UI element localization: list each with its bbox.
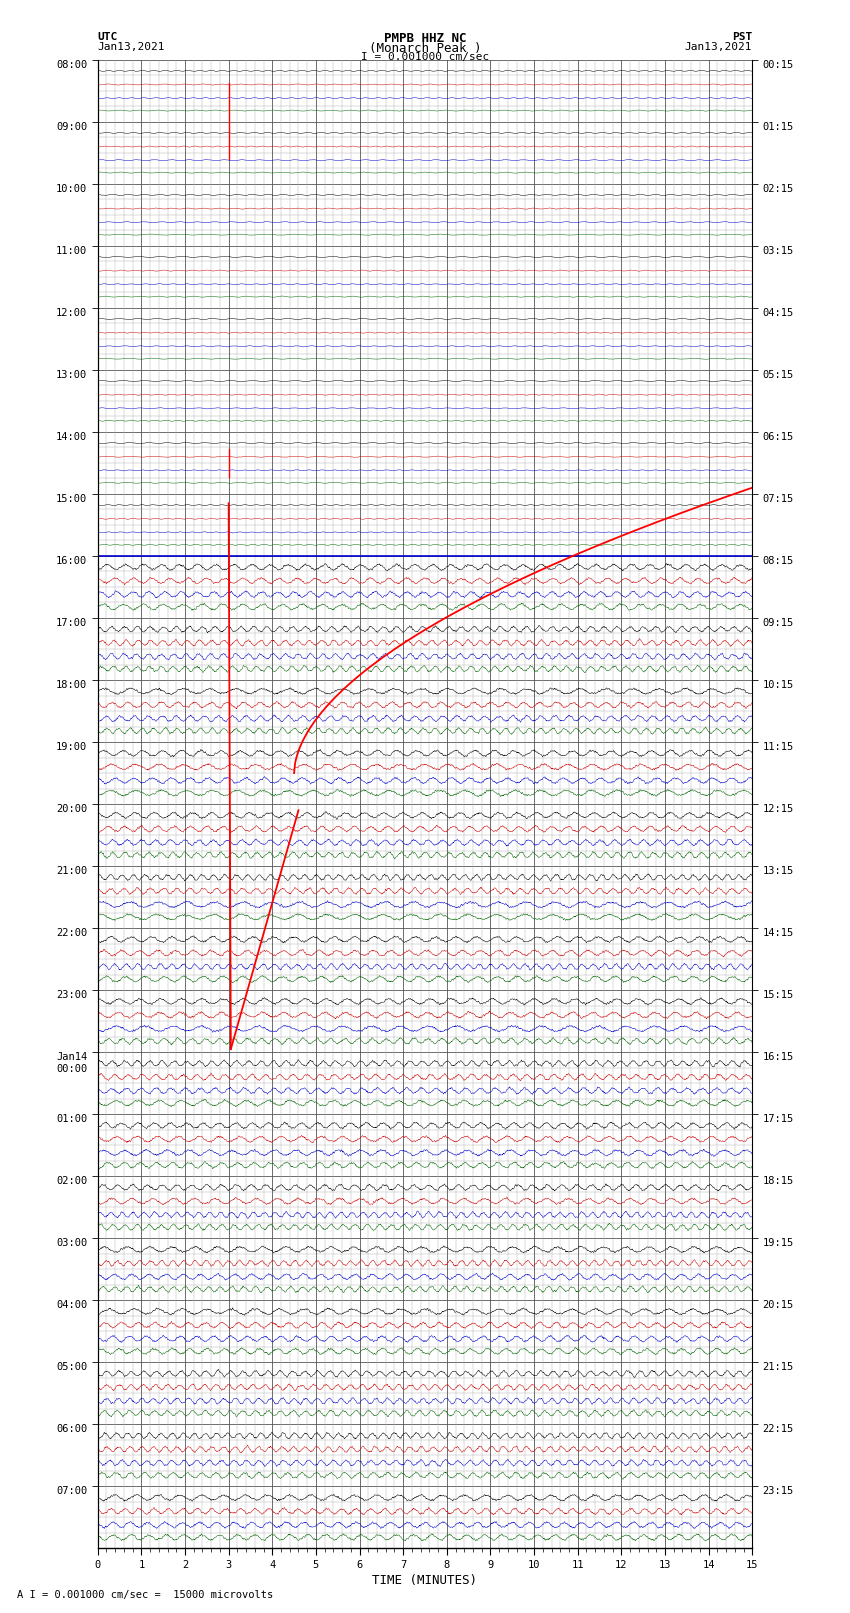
Text: Jan13,2021: Jan13,2021 — [98, 42, 165, 52]
Text: Jan13,2021: Jan13,2021 — [685, 42, 752, 52]
Text: UTC: UTC — [98, 32, 118, 42]
X-axis label: TIME (MINUTES): TIME (MINUTES) — [372, 1574, 478, 1587]
Text: PST: PST — [732, 32, 752, 42]
Text: I = 0.001000 cm/sec: I = 0.001000 cm/sec — [361, 52, 489, 61]
Text: (Monarch Peak ): (Monarch Peak ) — [369, 42, 481, 55]
Text: A I = 0.001000 cm/sec =  15000 microvolts: A I = 0.001000 cm/sec = 15000 microvolts — [17, 1590, 273, 1600]
Text: PMPB HHZ NC: PMPB HHZ NC — [383, 32, 467, 45]
